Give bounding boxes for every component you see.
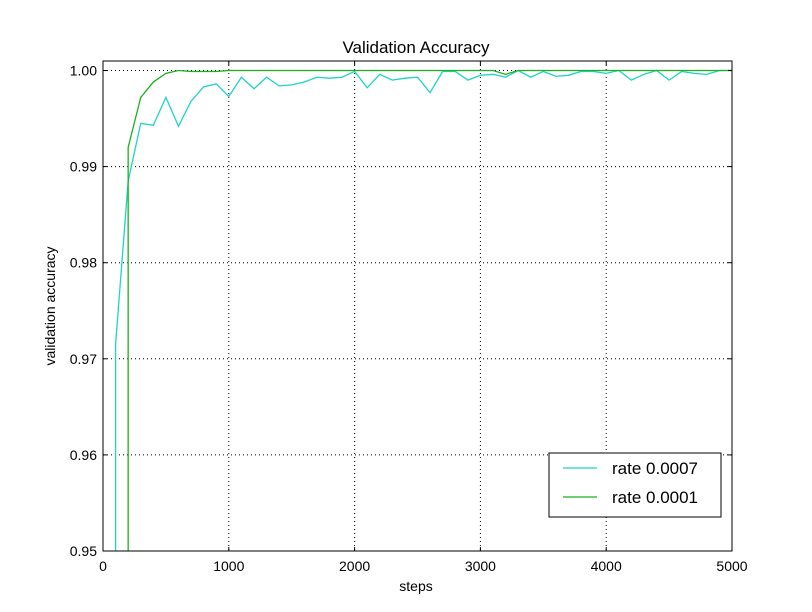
x-axis-label: steps (399, 578, 432, 594)
y-tick-label: 0.99 (70, 159, 97, 175)
chart-title: Validation Accuracy (342, 38, 490, 57)
y-tick-label: 0.96 (70, 447, 97, 463)
legend-label-rate-0007: rate 0.0007 (612, 459, 698, 478)
series-layer (114, 69, 732, 551)
plot-frame (102, 60, 733, 552)
y-tick-label: 1.00 (70, 63, 97, 79)
x-tick-label: 3000 (465, 558, 496, 574)
series-line-0 (114, 69, 732, 551)
x-tick-label: 0 (99, 558, 107, 574)
x-tick-label: 1000 (213, 558, 244, 574)
ticks: 0 1000 2000 3000 4000 5000 0.95 0.96 0.97 0.98 0.9… (70, 61, 748, 574)
series-line-1 (127, 69, 732, 551)
x-tick-label: 4000 (591, 558, 622, 574)
x-tick-label: 5000 (716, 558, 747, 574)
y-axis-label: validation accuracy (42, 246, 58, 365)
legend: rate 0.0007 rate 0.0001 (548, 452, 722, 518)
legend-box (548, 452, 722, 518)
y-tick-label: 0.95 (70, 543, 97, 559)
y-tick-label: 0.98 (70, 255, 97, 271)
y-tick-label: 0.97 (70, 351, 97, 367)
legend-label-rate-0001: rate 0.0001 (612, 488, 698, 507)
x-tick-label: 2000 (339, 558, 370, 574)
